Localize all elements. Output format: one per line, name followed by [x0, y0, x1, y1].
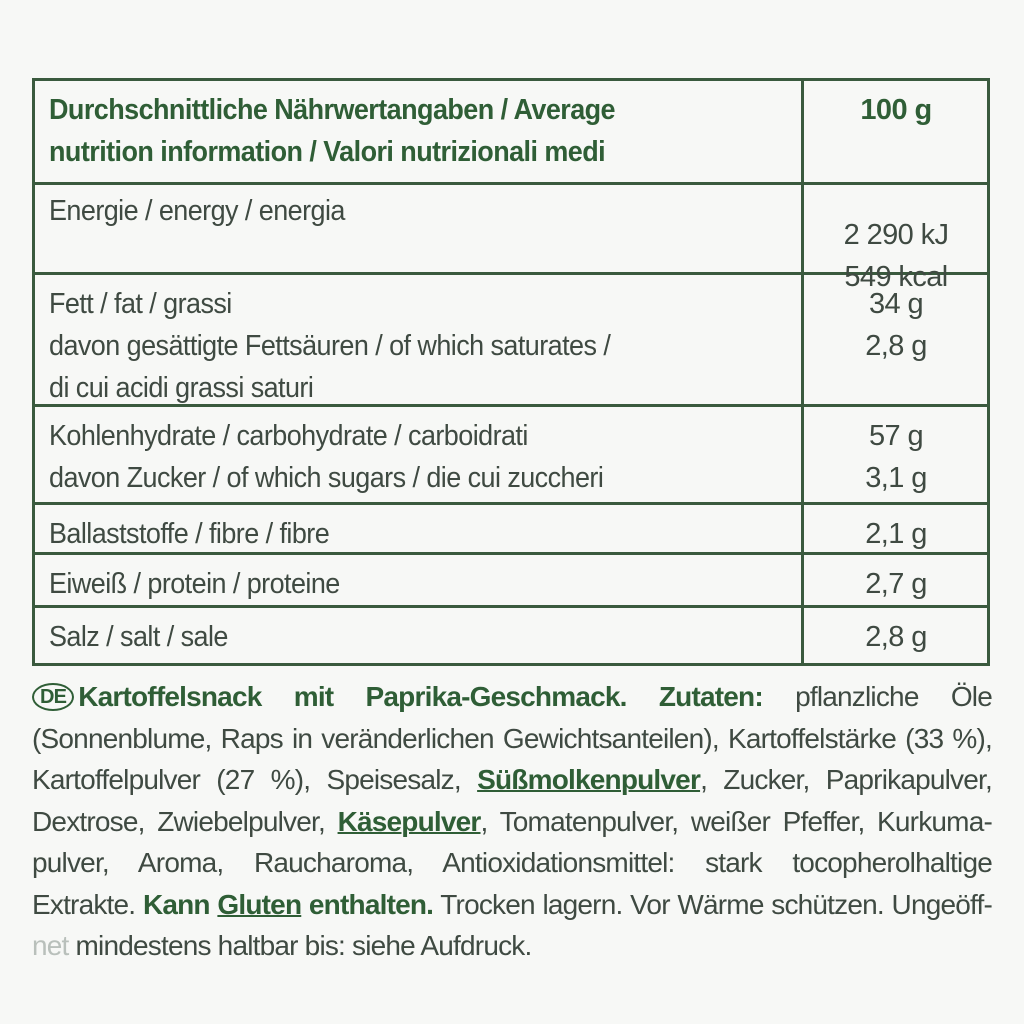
ingredients-line: Kartoffelpulver (27 %), Speisesalz, Süßm… — [32, 759, 993, 801]
text-segment: Gluten — [217, 888, 302, 920]
row-value: 2,1 g — [805, 513, 987, 555]
ingredients-line: Dextrose, Zwiebelpulver, Käsepulver, Tom… — [32, 801, 993, 843]
text-segment: pulver, Aroma, Raucharoma, Antioxidation… — [32, 847, 993, 878]
value-line: 34 g — [868, 288, 924, 320]
ingredients-line: Extrakte. Kann Gluten enthalten. Trocken… — [32, 884, 993, 926]
row-value: 57 g 3,1 g — [805, 415, 987, 499]
row-label: Energie / energy / energia — [49, 190, 345, 232]
text-segment: mindestens haltbar bis: siehe Aufdruck. — [68, 930, 533, 961]
table-row: Kohlenhydrate / carbohydrate / carboidra… — [35, 407, 987, 505]
label-line: Fett / fat / grassi — [49, 288, 232, 320]
text-segment: enthalten. — [301, 888, 434, 920]
row-label: Salz / salt / sale — [49, 616, 228, 658]
table-row: Energie / energy / energia 2 290 kJ 549 k… — [35, 182, 987, 293]
row-value: 2,7 g — [805, 563, 987, 605]
text-segment: , Tomatenpulver, weißer Pfeffer, Kurkuma… — [480, 805, 993, 837]
row-value: 2 290 kJ 549 kcal — [805, 172, 987, 298]
text-segment: Kartoffelsnack mit Paprika-Geschmack. Zu… — [78, 681, 763, 712]
row-label: Ballaststoffe / fibre / fibre — [49, 513, 330, 555]
ingredients-line: pulver, Aroma, Raucharoma, Antioxidation… — [32, 842, 993, 884]
value-line: 57 g — [868, 420, 924, 452]
value-line: 3,1 g — [865, 462, 927, 494]
table-row: Eiweiß / protein / proteine 2,7 g — [35, 555, 987, 608]
table-row: Salz / salt / sale 2,8 g — [35, 608, 987, 666]
ingredients-line: net mindestens haltbar bis: siehe Aufdru… — [32, 925, 992, 967]
text-segment: , Zucker, Paprikapulver, — [700, 764, 993, 795]
header-label-line: Durchschnittliche Nährwertangaben / Aver… — [49, 94, 616, 126]
text-segment: Kann — [142, 888, 218, 920]
ingredients-line: (Sonnenblume, Raps in veränderlichen Gew… — [32, 718, 993, 760]
language-badge: DE — [32, 683, 75, 711]
header-label-line: nutrition information / Valori nutrizion… — [49, 136, 606, 168]
value-line: 2,7 g — [865, 568, 927, 600]
ingredients-text: DE Kartoffelsnack mit Paprika-Geschmack. … — [32, 676, 993, 967]
label-line: Salz / salt / sale — [49, 621, 228, 653]
header-column: 100 g — [860, 94, 932, 126]
row-value: 2,8 g — [805, 616, 987, 658]
value-line — [805, 172, 987, 214]
label-line: davon Zucker / of which sugars / die cui… — [49, 462, 604, 494]
text-segment: Süßmolkenpulver — [477, 764, 701, 795]
label-line: davon gesättigte Fettsäuren / of which s… — [49, 330, 611, 362]
row-label: Kohlenhydrate / carbohydrate / carboidra… — [49, 415, 604, 499]
value-line: 2 290 kJ — [843, 219, 949, 251]
row-value: 34 g 2,8 g — [805, 283, 987, 367]
text-segment: Käsepulver — [337, 805, 482, 837]
nutrition-table: Durchschnittliche Nährwertangaben / Aver… — [32, 78, 990, 666]
text-segment: Dextrose, Zwiebelpulver, — [32, 805, 338, 837]
text-segment: Trocken lagern. Vor Wärme schützen. Unge… — [433, 888, 993, 920]
ingredients-line: DE Kartoffelsnack mit Paprika-Geschmack. … — [32, 676, 993, 718]
table-row: Fett / fat / grassi davon gesättigte Fett… — [35, 275, 987, 407]
header-label: Durchschnittliche Nährwertangaben / Aver… — [49, 89, 616, 173]
value-line: 2,8 g — [865, 330, 927, 362]
label-line: Ballaststoffe / fibre / fibre — [49, 518, 330, 550]
column-divider — [801, 81, 804, 663]
label-line: di cui acidi grassi saturi — [49, 372, 314, 404]
value-line: 2,1 g — [865, 518, 927, 550]
value-line: 549 kcal — [844, 261, 948, 293]
table-header: Durchschnittliche Nährwertangaben / Aver… — [35, 81, 987, 185]
text-segment: net — [32, 930, 69, 961]
label-line: Energie / energy / energia — [49, 195, 345, 227]
row-label: Fett / fat / grassi davon gesättigte Fett… — [49, 283, 611, 409]
label-line: Eiweiß / protein / proteine — [49, 568, 340, 600]
table-row: Ballaststoffe / fibre / fibre 2,1 g — [35, 505, 987, 555]
label-line: Kohlenhydrate / carbohydrate / carboidra… — [49, 420, 528, 452]
value-line: 2,8 g — [865, 621, 927, 653]
text-segment: Kartoffelpulver (27 %), Speisesalz, — [32, 764, 478, 795]
text-segment: pflanzliche Öle — [762, 681, 993, 712]
text-segment: Extrakte. — [32, 888, 143, 920]
row-label: Eiweiß / protein / proteine — [49, 563, 340, 605]
text-segment: (Sonnenblume, Raps in veränderlichen Gew… — [32, 722, 993, 754]
